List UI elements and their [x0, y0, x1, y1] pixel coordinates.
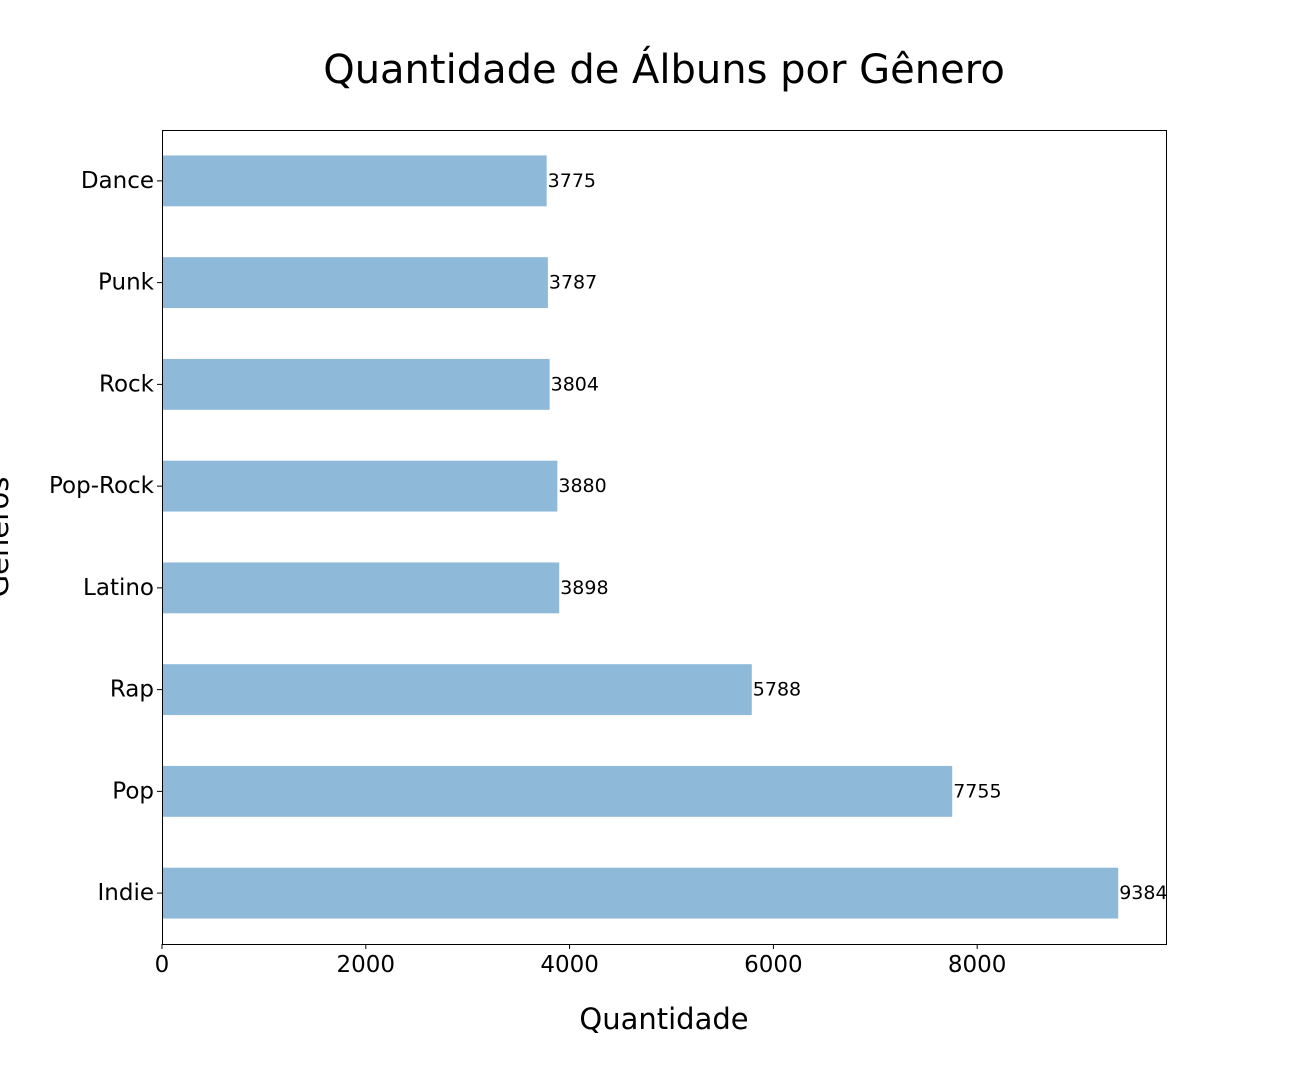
bars-group [162, 155, 1119, 919]
y-axis-label: Gêneros [0, 477, 15, 598]
value-label-punk: 3787 [549, 272, 597, 294]
bar-dance [162, 155, 547, 207]
x-tick-label-8000: 8000 [948, 952, 1007, 978]
value-labels-group: 9384 7755 5788 3898 3880 3804 3787 3775 [548, 170, 1168, 904]
value-label-dance: 3775 [548, 170, 596, 192]
y-tick-label-pop: Pop [112, 778, 154, 804]
bar-punk [162, 257, 548, 309]
value-label-pop-rock: 3880 [558, 475, 606, 497]
bar-rock [162, 358, 550, 410]
chart-title: Quantidade de Álbuns por Gênero [323, 45, 1005, 93]
y-tick-label-pop-rock: Pop-Rock [49, 473, 155, 499]
y-tick-label-punk: Punk [98, 270, 155, 296]
y-tick-label-rock: Rock [99, 371, 155, 397]
y-tick-label-rap: Rap [110, 677, 154, 703]
y-tick-label-dance: Dance [81, 168, 154, 194]
x-tick-label-2000: 2000 [337, 952, 396, 978]
x-tick-label-0: 0 [155, 952, 170, 978]
plot-frame [162, 130, 1167, 945]
bar-indie [162, 867, 1119, 919]
y-axis-ticks: Indie Pop Rap Latino Pop-Rock Rock Punk Dance [49, 168, 162, 906]
bar-pop [162, 765, 953, 817]
x-tick-label-6000: 6000 [744, 952, 803, 978]
y-tick-label-latino: Latino [83, 575, 154, 601]
value-label-latino: 3898 [560, 577, 608, 599]
y-tick-label-indie: Indie [97, 880, 154, 906]
bar-pop-rock [162, 460, 558, 512]
x-axis-label: Quantidade [579, 1002, 748, 1036]
bar-latino [162, 562, 560, 614]
value-label-indie: 9384 [1119, 882, 1167, 904]
x-axis-ticks: 0 2000 4000 6000 8000 [155, 944, 1007, 978]
x-tick-label-4000: 4000 [540, 952, 599, 978]
bar-rap [162, 664, 752, 716]
value-label-rock: 3804 [551, 373, 599, 395]
value-label-pop: 7755 [953, 780, 1001, 802]
value-label-rap: 5788 [753, 679, 801, 701]
